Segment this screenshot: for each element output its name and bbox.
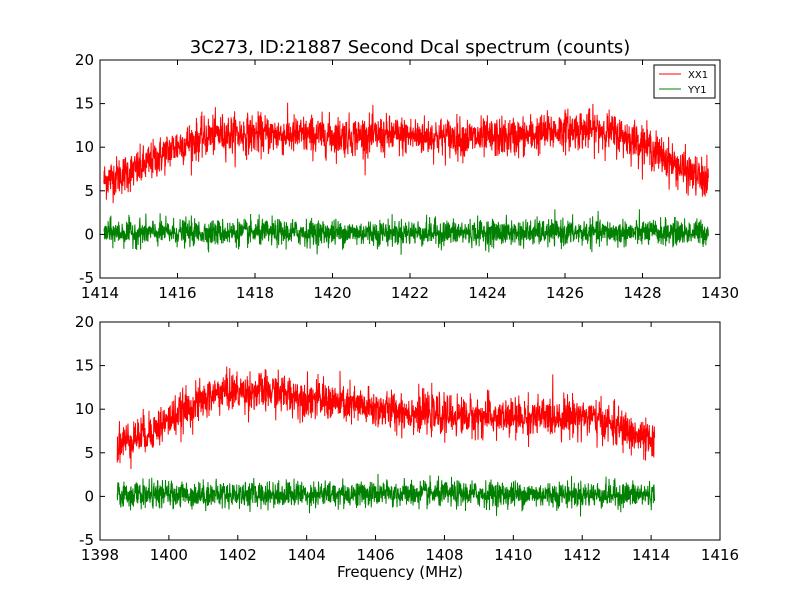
legend-label-xx1: XX1	[688, 70, 708, 81]
x-tick-label: 1412	[563, 546, 601, 564]
y-tick-label: 20	[75, 313, 94, 331]
y-tick-label: 5	[84, 444, 94, 462]
x-tick-label: 1420	[313, 284, 351, 302]
figure-title: 3C273, ID:21887 Second Dcal spectrum (co…	[190, 37, 631, 58]
axes-frame	[99, 321, 721, 541]
y-tick-label: 10	[75, 400, 94, 418]
y-tick-label: -5	[79, 531, 94, 549]
y-tick-label: 5	[84, 182, 94, 200]
x-tick-label: 1398	[81, 546, 119, 564]
x-tick-label: 1408	[425, 546, 463, 564]
y-tick-label: 0	[84, 225, 94, 243]
series-line-panel2-0	[116, 366, 656, 469]
series-line-panel2-1	[116, 473, 656, 517]
x-tick-label: 1406	[356, 546, 394, 564]
x-tick-label: 1414	[81, 284, 119, 302]
y-tick-label: 15	[75, 357, 94, 375]
y-tick-label: 0	[84, 487, 94, 505]
series-line-xx1	[103, 102, 709, 204]
x-tick-label: 1400	[150, 546, 188, 564]
y-tick-label: 10	[75, 138, 94, 156]
y-tick-label: 20	[75, 51, 94, 69]
spectrum-panel-1: 1414 1416 1418 1420 1422 1424 1426 1428 1430 -5 0 5…	[75, 51, 739, 302]
x-tick-label: 1416	[158, 284, 196, 302]
x-tick-label: 1428	[623, 284, 661, 302]
x-tick-label: 1424	[468, 284, 506, 302]
x-tick-label: 1422	[391, 284, 429, 302]
x-tick-label: 1410	[494, 546, 532, 564]
x-tick-label: 1414	[632, 546, 670, 564]
y-tick-label: -5	[79, 269, 94, 287]
x-tick-label: 1418	[236, 284, 274, 302]
y-tick-label: 15	[75, 95, 94, 113]
x-axis-title: Frequency (MHz)	[337, 563, 463, 581]
series-line-yy1	[103, 209, 709, 255]
legend-label-yy1: YY1	[687, 85, 707, 96]
x-tick-label: 1404	[288, 546, 326, 564]
spectrum-panel-2: 1398 1400 1402 1404 1406 1408 1410 1412 1414 1416…	[75, 313, 739, 581]
legend-box	[653, 64, 716, 99]
x-tick-label: 1430	[701, 284, 739, 302]
x-tick-label: 1426	[546, 284, 584, 302]
x-tick-label: 1416	[701, 546, 739, 564]
x-tick-label: 1402	[219, 546, 257, 564]
